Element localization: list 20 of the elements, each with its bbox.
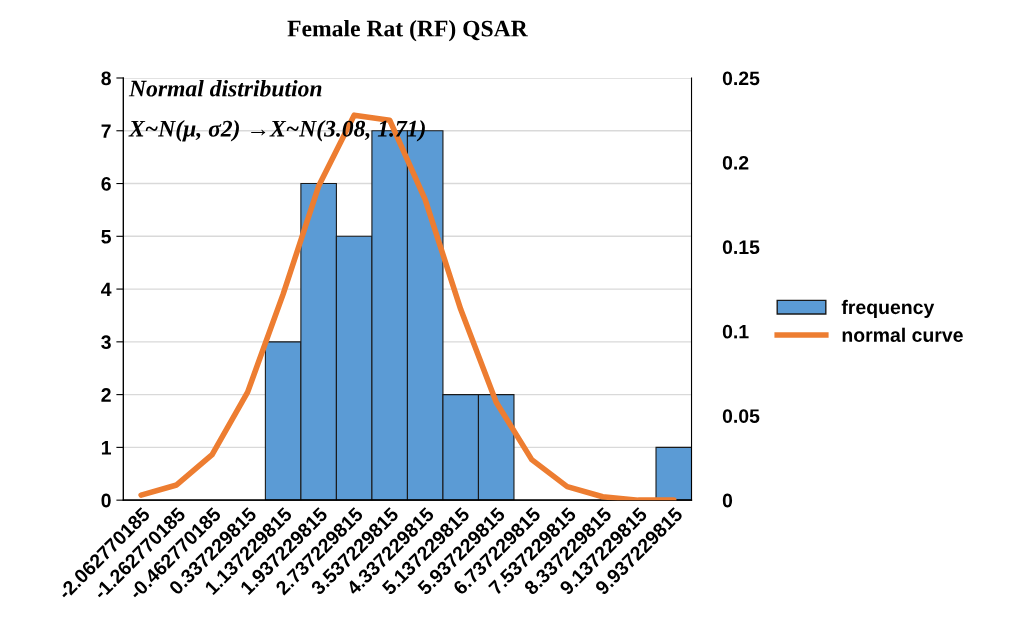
y-tick-label: 8 bbox=[101, 71, 111, 86]
y-tick-label: 6 bbox=[101, 177, 111, 191]
y2-tick-label: 0.2 bbox=[722, 155, 749, 170]
annotation: Normal distribution bbox=[128, 79, 322, 97]
legend-label: frequency bbox=[841, 299, 935, 318]
y2-tick-label: 0.1 bbox=[722, 324, 749, 339]
y-tick-label: 4 bbox=[101, 282, 112, 297]
y-tick-label: 2 bbox=[101, 388, 111, 402]
y2-tick-label: 0.05 bbox=[722, 409, 760, 423]
chart-title: Female Rat (RF) QSAR bbox=[287, 19, 528, 42]
y2-tick-label: 0.15 bbox=[722, 240, 760, 255]
y-tick-label: 5 bbox=[101, 229, 111, 244]
y-tick-label: 1 bbox=[101, 441, 111, 455]
y-tick-label: 0 bbox=[101, 493, 111, 508]
y-tick-label: 7 bbox=[101, 124, 111, 138]
bar bbox=[655, 446, 692, 501]
y-tick-label: 3 bbox=[101, 335, 111, 350]
y2-tick-label: 0.25 bbox=[722, 71, 760, 86]
y2-tick-label: 0 bbox=[722, 493, 733, 508]
legend-label: normal curve bbox=[842, 327, 963, 342]
